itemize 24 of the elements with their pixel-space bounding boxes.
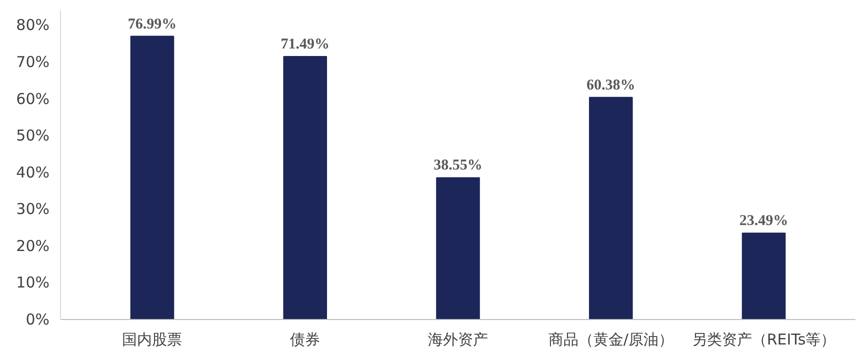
y-tick-label: 50% [16, 126, 50, 145]
data-label: 76.99% [128, 16, 177, 32]
y-tick-label: 70% [16, 53, 50, 71]
bar [130, 36, 174, 320]
y-tick-label: 0% [26, 310, 50, 328]
x-tick-label: 债券 [290, 330, 320, 348]
x-tick-label: 另类资产（REITs等） [692, 330, 836, 348]
data-label: 38.55% [434, 158, 482, 174]
x-tick-label: 国内股票 [122, 330, 182, 348]
data-label: 71.49% [280, 36, 330, 53]
data-label: 23.49% [739, 213, 788, 230]
y-tick-label: 10% [16, 274, 50, 292]
bar [283, 56, 328, 320]
y-tick-label: 20% [16, 236, 50, 255]
data-label: 60.38% [586, 77, 636, 94]
bar [742, 232, 786, 320]
y-tick-label: 80% [16, 16, 50, 34]
bar [588, 96, 633, 320]
y-tick-label: 60% [16, 90, 50, 108]
y-tick-label: 40% [16, 163, 50, 182]
x-tick-label: 商品（黄金/原油） [548, 330, 674, 348]
bar [436, 177, 480, 320]
y-tick-label: 30% [16, 200, 50, 218]
x-tick-label: 海外资产 [428, 330, 488, 348]
